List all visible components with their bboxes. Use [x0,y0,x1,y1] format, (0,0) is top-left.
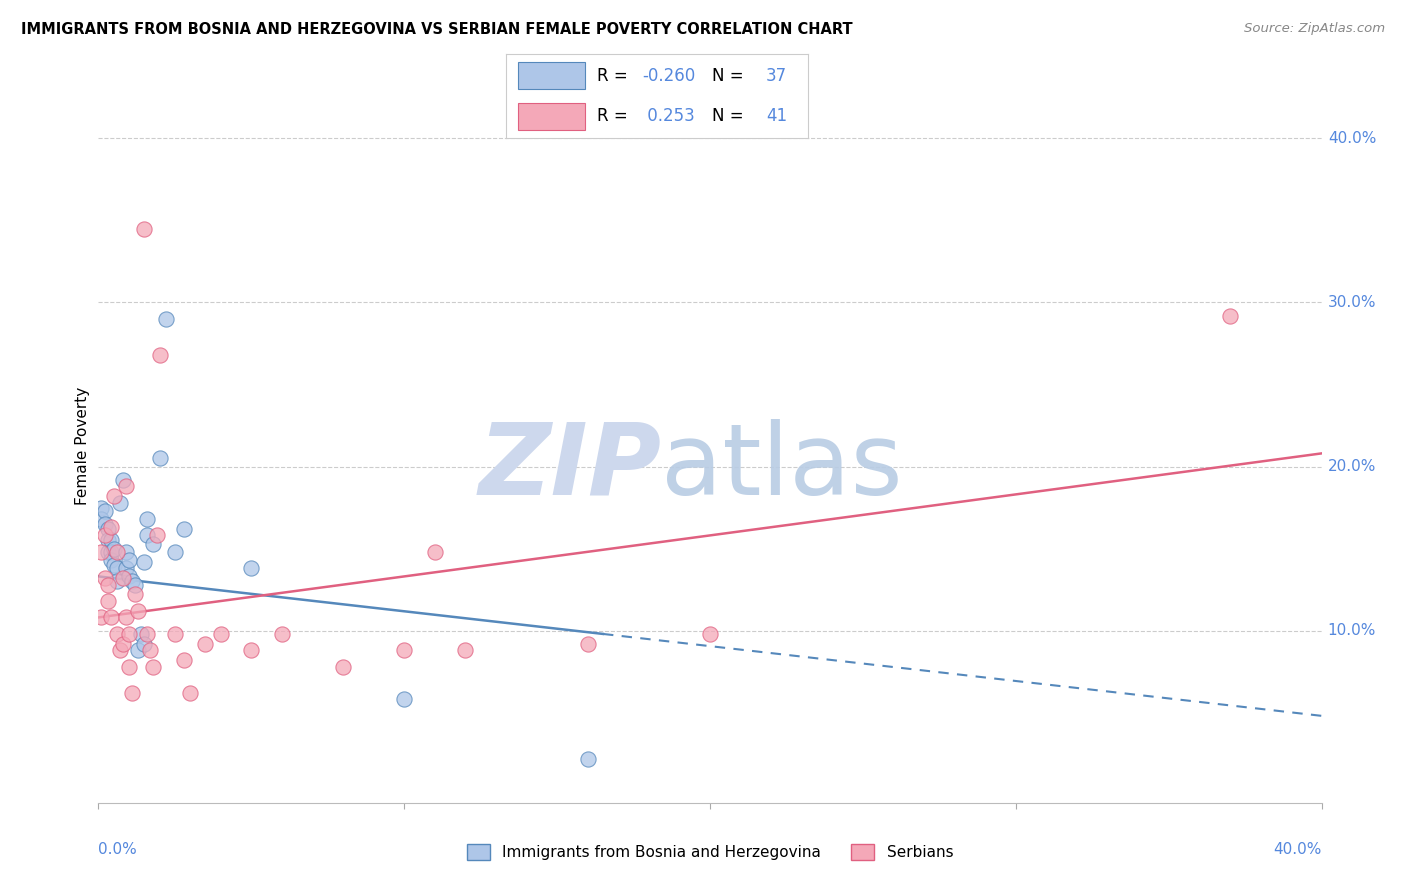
Point [124,577,146,591]
Bar [519,103,585,130]
Point [576,751,599,765]
Point [124,587,146,601]
Point [97,577,120,591]
Point [173,653,195,667]
Point [118,627,141,641]
Point [163,627,186,641]
Point [1219,309,1241,323]
Point [454,643,477,657]
Point [115,610,138,624]
Text: N =: N = [711,107,748,125]
Text: 41: 41 [766,107,787,125]
Point [93,516,115,531]
Point [121,574,143,589]
Text: ZIP: ZIP [478,419,661,516]
Point [100,533,122,548]
Text: 37: 37 [766,67,787,85]
Point [136,627,159,641]
Text: IMMIGRANTS FROM BOSNIA AND HERZEGOVINA VS SERBIAN FEMALE POVERTY CORRELATION CHA: IMMIGRANTS FROM BOSNIA AND HERZEGOVINA V… [21,22,852,37]
Point [90,545,112,559]
Text: 0.0%: 0.0% [98,842,138,857]
Point [149,348,172,362]
Point [108,495,131,509]
Point [136,512,159,526]
Point [118,553,141,567]
Point [115,479,138,493]
Point [115,545,138,559]
Legend: Immigrants from Bosnia and Herzegovina, Serbians: Immigrants from Bosnia and Herzegovina, … [461,838,959,866]
Point [209,627,232,641]
Point [240,561,263,575]
Point [111,571,134,585]
Text: 0.253: 0.253 [643,107,695,125]
Point [142,536,165,550]
Point [103,541,125,556]
Point [142,659,165,673]
Point [699,627,721,641]
Text: R =: R = [596,67,633,85]
Point [392,692,416,706]
Point [103,489,125,503]
Point [194,637,217,651]
Point [576,637,599,651]
Point [103,558,125,572]
Point [100,545,122,559]
Text: 40.0%: 40.0% [1274,842,1322,857]
Text: N =: N = [711,67,748,85]
Text: Source: ZipAtlas.com: Source: ZipAtlas.com [1244,22,1385,36]
Point [90,512,112,526]
Point [127,643,149,657]
Point [173,522,195,536]
Point [118,659,141,673]
Point [93,504,115,518]
Point [105,545,128,559]
Point [155,311,177,326]
Point [129,627,152,641]
Text: -0.260: -0.260 [643,67,696,85]
Point [163,545,186,559]
Point [392,643,416,657]
Point [111,473,134,487]
Point [90,500,112,515]
Point [100,553,122,567]
Point [139,643,162,657]
Text: 30.0%: 30.0% [1327,295,1376,310]
Point [97,533,120,548]
Point [105,574,128,589]
Text: 20.0%: 20.0% [1327,459,1376,474]
Text: R =: R = [596,107,633,125]
Point [100,520,122,534]
Text: atlas: atlas [661,419,903,516]
Point [111,637,134,651]
Y-axis label: Female Poverty: Female Poverty [75,387,90,505]
Point [115,561,138,575]
Point [118,569,141,583]
Point [121,686,143,700]
Point [179,686,201,700]
Point [100,610,122,624]
Point [93,528,115,542]
Point [134,555,156,569]
Point [127,604,149,618]
Point [93,571,115,585]
Text: 10.0%: 10.0% [1327,623,1376,638]
Point [108,643,131,657]
Point [90,610,112,624]
Point [423,545,446,559]
Point [97,522,120,536]
Point [97,545,120,559]
Point [145,528,167,542]
Point [105,627,128,641]
Point [134,637,156,651]
Point [136,528,159,542]
Point [105,561,128,575]
Point [134,221,156,235]
Bar [519,62,585,89]
Text: 40.0%: 40.0% [1327,131,1376,146]
Point [97,594,120,608]
Point [270,627,292,641]
Point [332,659,354,673]
Point [149,451,172,466]
Point [240,643,263,657]
